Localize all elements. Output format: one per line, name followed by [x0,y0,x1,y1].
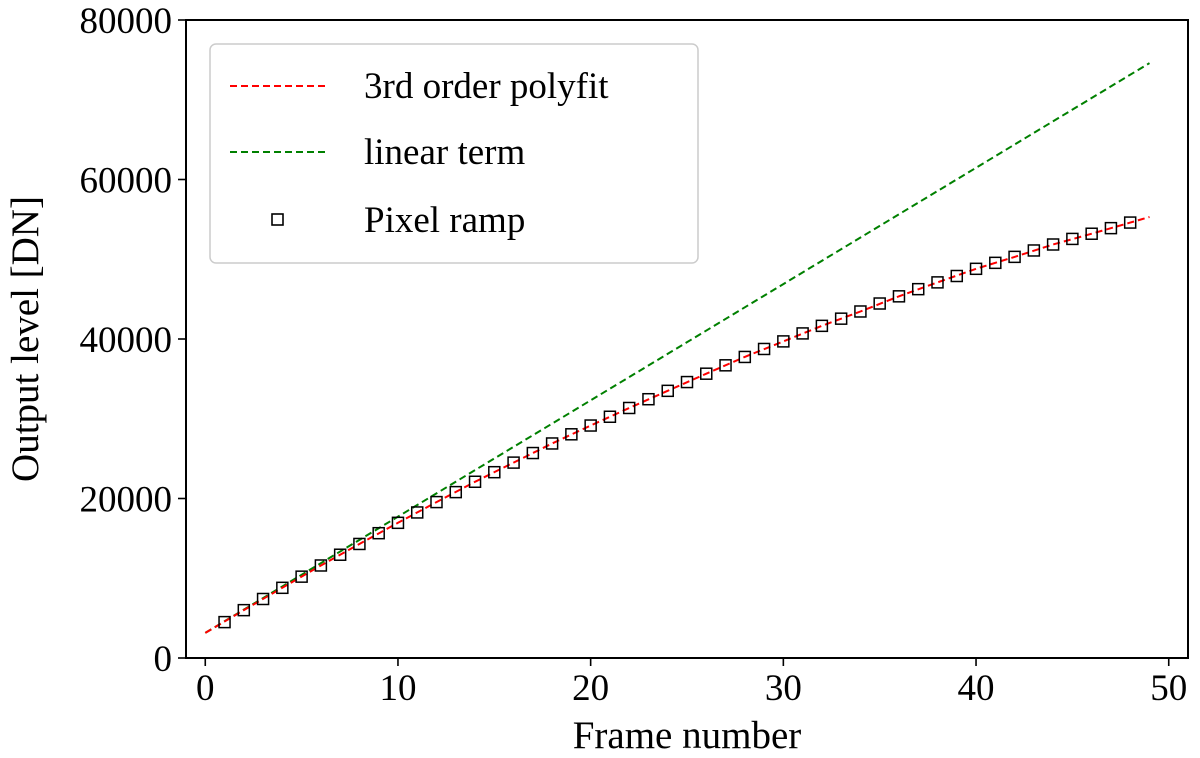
legend-label-polyfit: 3rd order polyfit [364,66,609,107]
x-tick-label: 30 [765,668,802,709]
legend-swatch-pixel-ramp [271,213,284,226]
pixel-ramp-point [526,446,540,460]
y-tick-label: 40000 [80,320,173,361]
pixel-ramp-point [584,419,597,432]
x-tick-label: 20 [572,668,609,709]
x-tick-label: 50 [1150,668,1187,709]
pixel-ramp-point [873,297,886,310]
pixel-ramp-point [969,262,983,276]
series-line-linear-term [204,62,1151,634]
pixel-ramp-point [1104,221,1118,235]
legend-box [209,43,699,264]
pixel-ramp-point [931,276,944,289]
pixel-ramp-point [1085,227,1098,240]
pixel-ramp-point [603,410,617,424]
legend: 3rd order polyfit linear term Pixel ramp [209,43,699,264]
pixel-ramp-point [430,495,443,509]
pixel-ramp-point [680,375,694,389]
pixel-ramp-point [1066,232,1079,246]
pixel-ramp-point [1046,238,1060,251]
pixel-ramp-point [295,570,308,583]
pixel-ramp-point [237,603,251,617]
y-tick-label: 80000 [80,1,173,42]
pixel-ramp-point [777,335,790,348]
pixel-ramp-point [738,350,752,364]
pixel-ramp-point [545,437,559,450]
pixel-ramp-point [815,319,829,333]
pixel-ramp-point [661,384,674,398]
pixel-ramp-point [256,592,270,606]
pixel-ramp-point [565,428,578,441]
legend-label-pixel-ramp: Pixel ramp [364,200,525,241]
y-axis-title: Output level [DN] [4,196,47,482]
pixel-ramp-point [218,615,231,629]
y-tick-label: 60000 [80,161,173,202]
pixel-ramp-point [719,359,732,372]
pixel-ramp-point [333,548,347,561]
pixel-ramp-point [834,312,848,325]
axis-ticks: 0 10 20 30 40 50 0 20000 40000 60000 80000 [80,1,1188,709]
pixel-ramp-point [314,559,328,572]
pixel-ramp-point [989,256,1002,270]
pixel-ramp-point [391,516,405,530]
x-axis-title: Frame number [573,714,802,757]
pixel-ramp-point [353,537,366,551]
series-layer [204,62,1151,634]
pixel-ramp-point [757,342,771,356]
pixel-ramp-point [796,327,809,340]
pixel-ramp-point [700,367,713,380]
pixel-ramp-point [642,392,655,406]
pixel-ramp-point [1123,216,1137,229]
pixel-ramp-point [911,282,925,296]
pixel-ramp-point [372,526,385,540]
pixel-ramp-point [892,290,906,303]
pixel-ramp-point [950,269,964,283]
y-tick-label: 20000 [80,480,173,521]
legend-label-linear: linear term [364,132,525,173]
x-tick-label: 0 [196,668,215,709]
pixel-ramp-point [1027,244,1041,257]
pixel-ramp-point [468,475,482,489]
pixel-ramp-point [622,401,636,415]
pixel-ramp-point [410,506,424,519]
pixel-ramp-point [449,485,463,499]
pixel-ramp-point [488,465,501,479]
series-line-3rd-order-polyfit [204,216,1150,634]
pixel-ramp-point [276,581,289,595]
y-tick-label: 0 [154,639,173,680]
pixel-ramp-point [507,456,520,469]
pixel-ramp-point [1008,250,1021,264]
x-tick-label: 10 [379,668,416,709]
pixel-ramp-point [854,305,867,318]
x-tick-label: 40 [958,668,995,709]
